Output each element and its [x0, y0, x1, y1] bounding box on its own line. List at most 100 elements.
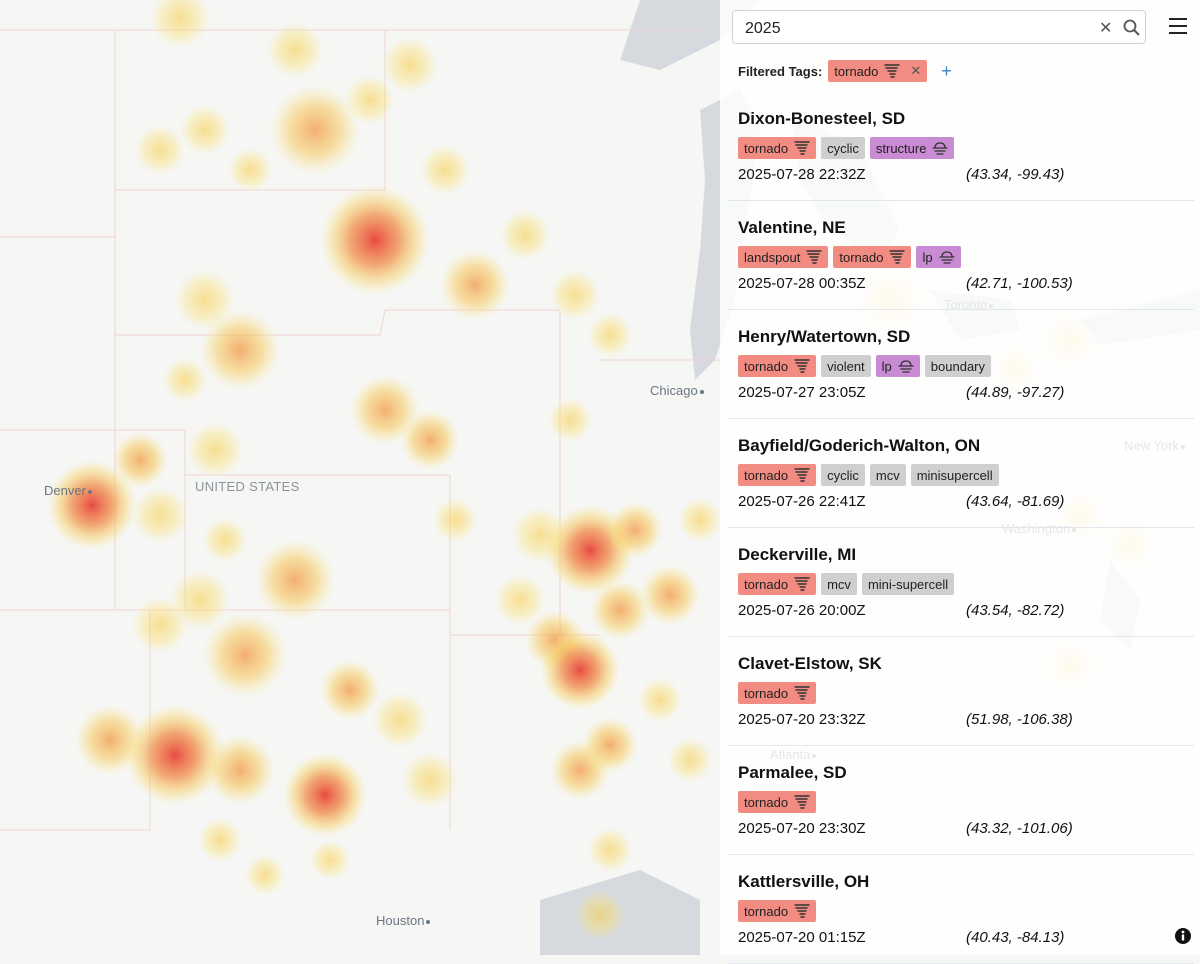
heat-blob	[678, 498, 722, 542]
tag[interactable]: tornado	[738, 355, 817, 377]
tag[interactable]: tornado	[833, 246, 912, 268]
menu-button[interactable]	[1168, 17, 1188, 35]
heat-blob	[420, 145, 470, 195]
event-tags: tornado cyclic mcv minisupercell	[738, 464, 999, 486]
tag[interactable]: tornado	[738, 573, 817, 595]
tag[interactable]: cyclic	[821, 137, 865, 159]
heat-blob	[47, 460, 137, 550]
tag[interactable]: mcv	[821, 573, 857, 595]
tag[interactable]: landspout	[738, 246, 829, 268]
tornado-icon	[794, 359, 810, 373]
event-item[interactable]: Dixon-Bonesteel, SD tornado cyclic structur…	[728, 92, 1194, 201]
event-tags: tornado mcv mini-supercell	[738, 573, 955, 595]
tag-label: violent	[827, 358, 865, 374]
remove-tag[interactable]: ✕	[910, 63, 922, 78]
heat-blob	[440, 250, 510, 320]
tornado-icon	[794, 577, 810, 591]
heat-blob	[267, 22, 323, 78]
tag[interactable]: cyclic	[821, 464, 865, 486]
heat-blob	[372, 692, 428, 748]
heat-blob	[203, 613, 287, 697]
event-item[interactable]: Clavet-Elstow, SK tornado 2025-07-20 23:32…	[728, 637, 1194, 746]
tornado-icon	[794, 904, 810, 918]
event-title: Clavet-Elstow, SK	[738, 654, 882, 673]
event-item[interactable]: Bayfield/Goderich-Walton, ON tornado cycli…	[728, 419, 1194, 528]
tag[interactable]: tornado	[738, 682, 817, 704]
tornado-icon	[889, 250, 906, 264]
tag[interactable]: tornado ✕	[828, 60, 928, 82]
event-coords: (43.64, -81.69)	[966, 493, 1065, 510]
search-box[interactable]: 2025 ✕	[732, 10, 1146, 44]
tag[interactable]: mini-supercell	[861, 573, 955, 595]
heat-blob	[550, 270, 600, 320]
cloud-icon	[932, 142, 949, 155]
heat-blob	[320, 185, 430, 295]
tag[interactable]: tornado	[738, 137, 817, 159]
tag[interactable]: tornado	[738, 464, 817, 486]
event-title: Parmalee, SD	[738, 763, 847, 782]
event-tags: tornado	[738, 900, 817, 922]
map-label: Denver	[44, 483, 92, 498]
event-time: 2025-07-28 00:35Z	[738, 275, 866, 292]
event-title: Deckerville, MI	[738, 545, 857, 564]
tag[interactable]: boundary	[924, 355, 992, 377]
tag[interactable]: mcv	[869, 464, 906, 486]
heat-blob	[163, 358, 207, 402]
event-coords: (44.89, -97.27)	[966, 384, 1065, 401]
event-item[interactable]: Kattlersville, OH tornado 2025-07-20 01:15…	[728, 855, 1194, 964]
heat-blob	[668, 738, 712, 782]
event-item[interactable]: Parmalee, SD tornado 2025-07-20 23:30Z (43.…	[728, 746, 1194, 855]
info-button[interactable]	[1174, 927, 1192, 945]
search-query[interactable]: 2025	[745, 20, 781, 37]
search-button[interactable]	[1123, 19, 1141, 37]
heat-blob	[270, 85, 360, 175]
tag-label: mcv	[875, 467, 900, 483]
tag[interactable]: structure	[869, 137, 955, 159]
event-tags: landspout tornado lp	[738, 246, 961, 268]
heat-blob	[200, 310, 280, 390]
tag-label: minisupercell	[916, 467, 993, 483]
heat-blob	[255, 540, 335, 620]
heat-blob	[345, 75, 395, 125]
tag-label: cyclic	[827, 140, 859, 156]
heat-blob	[320, 660, 380, 720]
heat-blob	[588, 828, 632, 872]
event-item[interactable]: Valentine, NE landspout tornado lp 2025-07-2…	[728, 201, 1194, 310]
tag-label: lp	[881, 358, 892, 374]
event-title: Valentine, NE	[738, 218, 846, 237]
tag[interactable]: tornado	[738, 791, 817, 813]
tornado-icon	[794, 686, 810, 700]
tag[interactable]: violent	[821, 355, 871, 377]
add-tag[interactable]: +	[941, 60, 952, 81]
tag-label: tornado	[834, 63, 879, 79]
tornado-icon	[794, 468, 810, 482]
tag[interactable]: lp	[875, 355, 920, 377]
event-tags: tornado	[738, 682, 817, 704]
event-coords: (40.43, -84.13)	[966, 929, 1065, 946]
heat-blob	[512, 507, 568, 563]
heat-blob	[180, 105, 230, 155]
tag-label: mini-supercell	[867, 576, 949, 592]
map-label: UNITED STATES	[195, 479, 300, 494]
tag-label: tornado	[744, 576, 789, 592]
event-time: 2025-07-27 23:05Z	[738, 384, 866, 401]
event-item[interactable]: Deckerville, MI tornado mcv mini-supercell 2…	[728, 528, 1194, 637]
tag-label: lp	[922, 249, 933, 265]
tag[interactable]: minisupercell	[910, 464, 999, 486]
tag[interactable]: lp	[916, 246, 961, 268]
tag-label: mcv	[827, 576, 851, 592]
clear-button[interactable]: ✕	[1099, 20, 1113, 37]
heat-blob	[132, 487, 188, 543]
tag[interactable]: tornado	[738, 900, 817, 922]
tag-label: tornado	[839, 249, 884, 265]
event-title: Dixon-Bonesteel, SD	[738, 109, 906, 128]
filter-label: Filtered Tags:	[738, 63, 823, 79]
heat-blob	[228, 148, 272, 192]
heat-blob	[132, 597, 188, 653]
event-item[interactable]: Henry/Watertown, SD tornado violent lp bound…	[728, 310, 1194, 419]
heat-blob	[500, 210, 550, 260]
heat-blob	[433, 498, 477, 542]
heat-blob	[540, 630, 620, 710]
tag-label: tornado	[744, 358, 789, 374]
